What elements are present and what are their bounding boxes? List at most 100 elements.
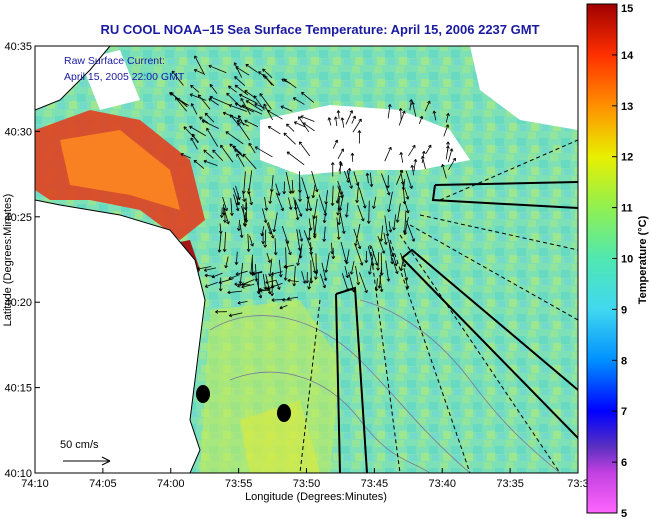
current-arrow [272, 212, 278, 233]
current-arrow [385, 260, 391, 282]
current-arrow [336, 196, 341, 216]
current-arrow [263, 229, 268, 248]
current-arrow [445, 113, 450, 123]
x-tick-label: 73:50 [293, 478, 321, 490]
current-arrow [424, 100, 431, 112]
current-arrow [383, 232, 388, 245]
current-arrow [293, 121, 306, 128]
y-tick-label: 40:30 [4, 126, 32, 138]
current-arrow [287, 278, 299, 283]
current-arrow [275, 192, 285, 212]
x-axis-label: Longitude (Degrees:Minutes) [245, 491, 387, 503]
current-arrow [222, 111, 243, 122]
current-arrow [190, 137, 198, 150]
current-arrow [398, 107, 403, 121]
current-arrow [264, 75, 273, 86]
current-arrow [351, 115, 357, 124]
no-data-ne [470, 46, 578, 130]
current-arrow [306, 195, 313, 212]
current-arrow [309, 260, 314, 284]
colorbar-tick-label: 6 [621, 457, 627, 469]
current-arrow [246, 233, 251, 252]
current-arrow [408, 144, 416, 157]
current-arrow [298, 171, 302, 193]
current-arrow [237, 219, 241, 232]
current-arrow [212, 149, 224, 162]
current-arrow [347, 167, 352, 180]
y-tick-label: 40:20 [4, 297, 32, 309]
chart-title: RU COOL NOAA–15 Sea Surface Temperature:… [100, 22, 539, 37]
current-arrow [262, 68, 273, 78]
current-arrow [344, 266, 350, 279]
colorbar-label: Temperature (°C) [637, 215, 649, 304]
current-arrow [206, 127, 219, 147]
colorbar-tick-label: 12 [621, 152, 633, 164]
current-arrow [386, 175, 390, 189]
current-arrow [312, 198, 318, 219]
current-arrow [357, 205, 365, 222]
current-arrow [337, 213, 342, 226]
current-arrow [215, 309, 227, 314]
current-arrow [189, 93, 207, 101]
current-arrow [234, 84, 249, 96]
current-arrow [190, 103, 198, 115]
warm-coast-inner [60, 130, 180, 210]
current-arrow [199, 116, 209, 124]
current-arrow [388, 221, 393, 233]
current-arrow [237, 300, 248, 305]
sst-yellow-patch [240, 400, 320, 473]
current-arrow [169, 92, 188, 106]
current-arrow [387, 191, 393, 213]
current-arrow [259, 93, 272, 110]
current-arrow [230, 198, 234, 216]
colorbar-tick-label: 7 [621, 406, 627, 418]
current-arrow [398, 110, 406, 126]
x-tick-label: 74:05 [89, 478, 117, 490]
current-arrow [295, 201, 303, 217]
current-arrow [260, 225, 265, 237]
current-arrow [288, 197, 293, 210]
current-arrow [307, 277, 312, 290]
current-arrow [374, 278, 379, 292]
current-arrow [249, 235, 254, 247]
current-arrow [343, 170, 350, 183]
current-arrow [239, 224, 244, 238]
current-arrow [305, 272, 310, 284]
current-arrow [432, 110, 437, 121]
current-arrow [286, 123, 295, 132]
current-arrow [293, 199, 298, 211]
current-arrow [359, 272, 368, 294]
current-arrow [368, 251, 375, 275]
current-arrow [337, 148, 344, 159]
current-arrow [281, 226, 290, 244]
current-arrow [399, 151, 404, 163]
current-arrow [441, 163, 447, 179]
current-arrow [370, 246, 379, 266]
colorbar-tick-label: 10 [621, 254, 633, 266]
x-tick-label: 74:10 [21, 478, 49, 490]
current-arrow [358, 187, 367, 209]
current-arrow [237, 115, 245, 126]
current-arrow [333, 116, 338, 127]
current-arrow [314, 269, 318, 280]
current-arrow [239, 93, 257, 104]
current-arrow [372, 196, 377, 209]
current-arrow [273, 238, 278, 256]
current-arrow [355, 265, 361, 286]
current-arrow [300, 115, 315, 122]
current-arrow [331, 247, 336, 260]
x-tick-label: 73:45 [361, 478, 389, 490]
current-arrow [233, 62, 242, 78]
current-arrow [404, 201, 410, 214]
current-arrow [224, 256, 229, 269]
current-arrow [443, 124, 450, 137]
current-arrow [391, 257, 399, 275]
current-arrow [405, 170, 413, 189]
current-arrow [286, 151, 305, 166]
current-arrow [234, 282, 251, 287]
scale-arrow-label: 50 cm/s [60, 439, 99, 451]
current-arrow [298, 229, 304, 242]
current-arrow [406, 220, 416, 242]
current-arrow [357, 130, 362, 144]
survey-boxes [335, 181, 578, 473]
